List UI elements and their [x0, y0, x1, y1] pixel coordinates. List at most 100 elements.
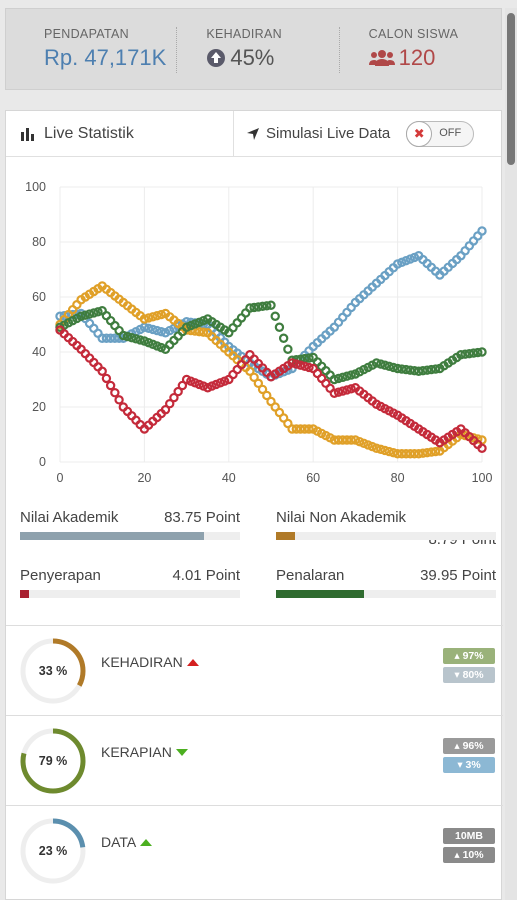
- tab-live-statistik[interactable]: Live Statistik: [6, 111, 234, 156]
- series-3-point: [329, 388, 339, 398]
- series-2-point: [118, 330, 129, 341]
- metric-bar: [20, 532, 240, 540]
- series-1-point: [414, 449, 424, 459]
- series-2-point: [473, 347, 483, 358]
- series-2-point: [80, 310, 91, 320]
- series-2-point: [253, 302, 264, 312]
- series-2-point: [131, 334, 141, 344]
- series-0-point: [148, 324, 158, 335]
- series-3-point: [110, 387, 120, 398]
- caret-up-icon: [186, 658, 199, 666]
- users-icon: [368, 50, 395, 66]
- scrollbar[interactable]: [505, 8, 517, 900]
- series-2-point: [418, 365, 428, 376]
- series-2-point: [278, 333, 289, 343]
- series-2-point: [456, 350, 466, 360]
- series-2-point: [266, 300, 276, 310]
- series-2-point: [283, 344, 293, 354]
- gauge-label: KEHADIRAN: [101, 654, 199, 670]
- series-1-point: [430, 446, 441, 457]
- series-3-point: [291, 359, 302, 369]
- series-1-point: [333, 435, 344, 445]
- series-1-point: [418, 448, 428, 458]
- stat-label: KEHADIRAN: [206, 27, 282, 41]
- series-2-point: [245, 303, 255, 313]
- series-3-point: [160, 405, 171, 415]
- series-1-point: [253, 378, 264, 389]
- badge: 10MB: [443, 828, 495, 844]
- series-1-point: [148, 312, 158, 322]
- series-2-point: [409, 365, 420, 376]
- metric-label: Nilai Akademik: [20, 509, 119, 526]
- y-tick-label: 0: [39, 455, 46, 469]
- x-tick-label: 0: [57, 471, 64, 485]
- metric-label: Penyerapan: [20, 567, 101, 584]
- gauge-row-data: 23 % DATA 10MB ▴ 10%: [6, 805, 503, 895]
- series-2-point: [388, 362, 399, 373]
- gauge-label: KERAPIAN: [101, 744, 188, 760]
- series-1-point: [405, 449, 415, 459]
- series-3-point: [342, 385, 352, 395]
- series-0-point: [59, 310, 69, 321]
- bar-chart-icon: [21, 127, 34, 141]
- series-2-point: [397, 364, 407, 374]
- series-2-point: [464, 348, 475, 359]
- series-2-point: [84, 309, 95, 319]
- arrow-up-circle-icon: [207, 49, 226, 67]
- series-0-point: [143, 323, 154, 334]
- metric-row: Penalaran 39.95 Point: [276, 567, 496, 584]
- y-tick-label: 60: [32, 290, 46, 304]
- scrollbar-thumb[interactable]: [507, 13, 515, 165]
- stat-value-text: Rp. 47,171K: [44, 45, 167, 70]
- metric-nilai-non-akademik: Nilai Non Akademik 8.79 Point: [276, 509, 496, 548]
- series-3-point: [173, 386, 183, 397]
- live-statistik-panel: Live Statistik Simulasi Live Data ✖ OFF …: [5, 110, 503, 900]
- series-1-point: [156, 309, 166, 320]
- tab-live-label: Live Statistik: [44, 124, 134, 142]
- gauge-label-text: KERAPIAN: [101, 744, 172, 760]
- gauge-row-kerapian: 79 % KERAPIAN ▴ 96% ▾ 3%: [6, 715, 503, 805]
- series-1-point: [376, 444, 386, 455]
- x-tick-label: 40: [222, 471, 236, 485]
- metric-value: 39.95 Point: [420, 567, 496, 584]
- series-3-point: [101, 373, 112, 384]
- series-0-point: [105, 333, 116, 343]
- metric-row: Penyerapan 4.01 Point: [20, 567, 240, 584]
- series-2-point: [430, 364, 441, 374]
- x-tick-label: 80: [391, 471, 405, 485]
- badge: ▴ 97%: [443, 648, 495, 664]
- series-2-point: [376, 359, 386, 369]
- series-2-point: [384, 361, 394, 371]
- metric-bar: [20, 590, 240, 598]
- metric-bar: [276, 532, 496, 540]
- panel-header: Live Statistik Simulasi Live Data ✖ OFF: [6, 111, 501, 157]
- stat-pendapatan: PENDAPATAN Rp. 47,171K: [6, 9, 176, 89]
- series-2-point: [392, 363, 403, 374]
- series-1-point: [329, 435, 339, 445]
- y-tick-label: 20: [32, 400, 46, 414]
- series-2-point: [477, 347, 487, 357]
- series-1-point: [139, 314, 150, 324]
- badge: ▴ 96%: [443, 738, 495, 754]
- progress-ring: 23 %: [18, 816, 88, 886]
- series-2-point: [346, 370, 356, 380]
- series-3-point: [105, 380, 116, 391]
- series-2-point: [304, 353, 314, 363]
- y-tick-label: 40: [32, 345, 46, 359]
- metric-nilai-akademik: Nilai Akademik 83.75 Point: [20, 509, 240, 540]
- stat-value-text: 120: [398, 45, 436, 70]
- metric-bar: [276, 590, 496, 598]
- metric-fill: [20, 532, 205, 540]
- series-1-point: [338, 435, 348, 445]
- series-1-point: [152, 310, 162, 321]
- simulasi-toggle[interactable]: ✖ OFF: [406, 120, 475, 147]
- series-1-point: [409, 449, 420, 459]
- series-1-point: [392, 449, 403, 459]
- progress-ring-svg: [20, 818, 86, 884]
- badges: 10MB ▴ 10%: [443, 828, 495, 863]
- toggle-state-label: OFF: [439, 126, 462, 139]
- progress-ring: 33 %: [18, 636, 88, 706]
- series-3-point: [114, 395, 124, 405]
- series-0-point: [156, 326, 166, 337]
- stat-value: 120: [368, 45, 501, 71]
